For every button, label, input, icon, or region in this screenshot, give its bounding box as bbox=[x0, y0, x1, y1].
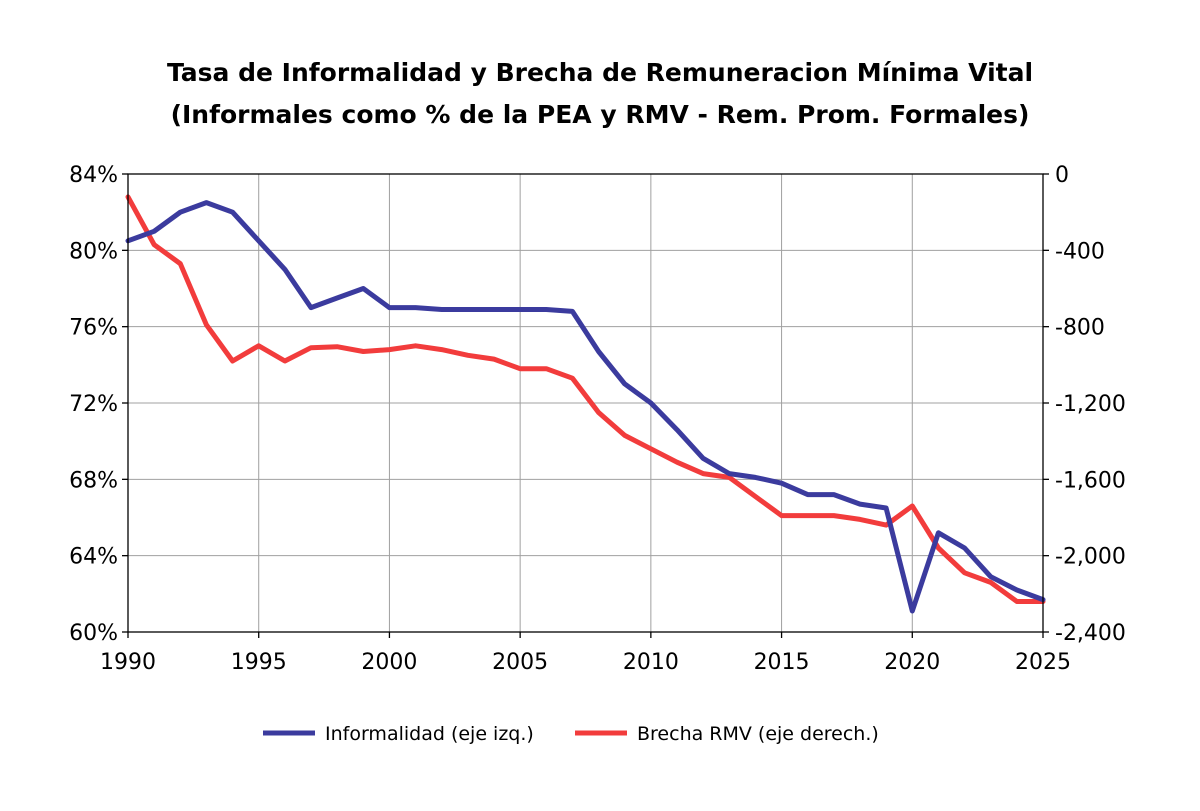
series-layer bbox=[125, 194, 1046, 614]
y-right-tick-label: -2,400 bbox=[1055, 621, 1126, 646]
x-tick-label: 2020 bbox=[884, 650, 940, 675]
legend: Informalidad (eje izq.) Brecha RMV (eje d… bbox=[263, 723, 879, 745]
x-tick-label: 2005 bbox=[492, 650, 548, 675]
y-left-tick-label: 76% bbox=[69, 316, 118, 341]
axis-layer: 1990 1995 2000 2005 2010 2015 2020 2025 60% 64% 68… bbox=[69, 163, 1126, 675]
x-tick-label: 2000 bbox=[361, 650, 417, 675]
y-right-tick-label: -400 bbox=[1055, 239, 1105, 264]
series-line-informalidad bbox=[125, 200, 1046, 614]
legend-label: Brecha RMV (eje derech.) bbox=[637, 723, 879, 745]
legend-label: Informalidad (eje izq.) bbox=[325, 723, 534, 745]
x-tick-label: 1990 bbox=[100, 650, 156, 675]
y-right-tick-label: -800 bbox=[1055, 316, 1105, 341]
x-tick-label: 2015 bbox=[754, 650, 810, 675]
y-left-tick-label: 60% bbox=[69, 621, 118, 646]
legend-item-informalidad: Informalidad (eje izq.) bbox=[263, 723, 534, 745]
y-left-tick-label: 68% bbox=[69, 468, 118, 493]
y-right-tick-label: -1,600 bbox=[1055, 468, 1126, 493]
x-tick-label: 2010 bbox=[623, 650, 679, 675]
y-right-tick-label: 0 bbox=[1055, 163, 1069, 188]
y-left-tick-label: 84% bbox=[69, 163, 118, 188]
y-left-tick-label: 80% bbox=[69, 239, 118, 264]
series-line-brecha-rmv bbox=[125, 194, 1046, 604]
chart-title: Tasa de Informalidad y Brecha de Remuner… bbox=[166, 58, 1034, 87]
y-right-tick-label: -1,200 bbox=[1055, 392, 1126, 417]
legend-item-brecha-rmv: Brecha RMV (eje derech.) bbox=[575, 723, 879, 745]
chart-subtitle: (Informales como % de la PEA y RMV - Rem… bbox=[170, 100, 1030, 129]
y-right-tick-label: -2,000 bbox=[1055, 545, 1126, 570]
grid-layer bbox=[128, 174, 1043, 632]
y-left-tick-label: 72% bbox=[69, 392, 118, 417]
x-tick-label: 1995 bbox=[231, 650, 287, 675]
x-tick-label: 2025 bbox=[1015, 650, 1071, 675]
y-left-tick-label: 64% bbox=[69, 545, 118, 570]
